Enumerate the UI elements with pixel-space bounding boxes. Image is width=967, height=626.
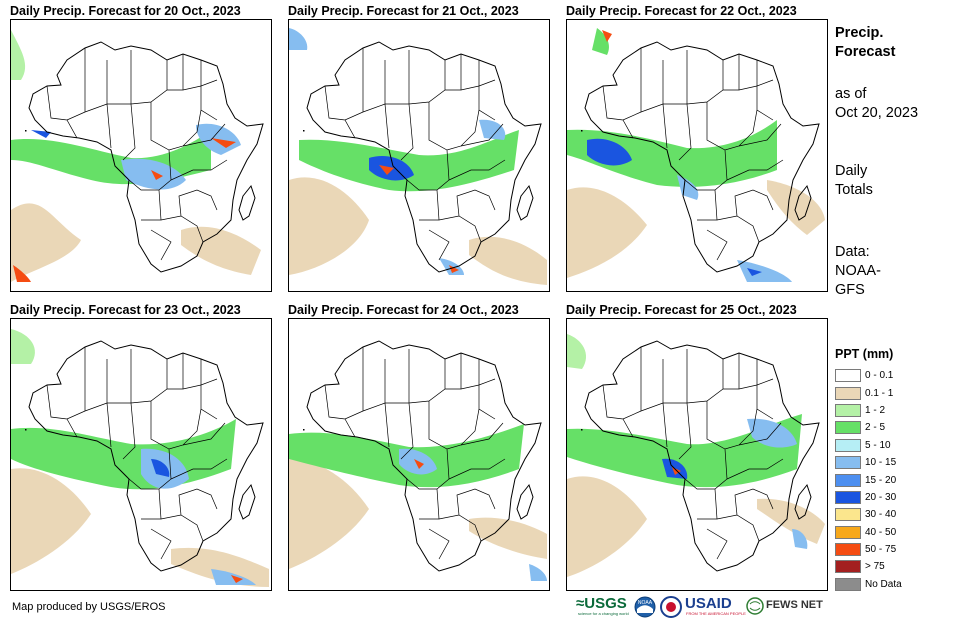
- panel-title: Daily Precip. Forecast for 25 Oct., 2023: [566, 303, 797, 317]
- legend-item: No Data: [835, 576, 930, 593]
- legend-swatch: [835, 525, 861, 539]
- legend-swatch: [835, 490, 861, 504]
- legend-item: 20 - 30: [835, 489, 930, 506]
- legend-swatch: [835, 421, 861, 435]
- legend-item: 5 - 10: [835, 437, 930, 454]
- data-line: NOAA-: [835, 263, 881, 279]
- usgs-logo: ≈USGS: [576, 595, 627, 612]
- legend-item: 0.1 - 1: [835, 384, 930, 401]
- legend-swatch: [835, 508, 861, 522]
- totals-line: Daily: [835, 163, 868, 179]
- legend-swatch: [835, 543, 861, 557]
- legend-item: 30 - 40: [835, 506, 930, 523]
- forecast-panel-25oct: Daily Precip. Forecast for 25 Oct., 2023: [566, 302, 828, 591]
- precip-map: [566, 19, 828, 292]
- legend-item: 50 - 75: [835, 541, 930, 558]
- forecast-panel-23oct: Daily Precip. Forecast for 23 Oct., 2023: [10, 302, 272, 591]
- precip-map: [10, 19, 272, 292]
- usgs-tagline: science for a changing world: [578, 611, 629, 616]
- legend-label: > 75: [865, 561, 885, 573]
- legend: PPT (mm) 0 - 0.1 0.1 - 1 1 - 2 2 - 5 5 - 10 1…: [835, 347, 930, 593]
- partner-logos: ≈USGS science for a changing world NOAA …: [576, 595, 826, 619]
- panel-title: Daily Precip. Forecast for 22 Oct., 2023: [566, 4, 797, 18]
- legend-swatch: [835, 438, 861, 452]
- precip-map: [10, 318, 272, 591]
- fewsnet-globe-icon: [746, 597, 764, 615]
- legend-swatch: [835, 473, 861, 487]
- legend-swatch: [835, 369, 861, 383]
- legend-label: 2 - 5: [865, 422, 886, 434]
- legend-item: 2 - 5: [835, 419, 930, 436]
- panel-title: Daily Precip. Forecast for 20 Oct., 2023: [10, 4, 241, 18]
- legend-label: 30 - 40: [865, 509, 897, 521]
- legend-item: 1 - 2: [835, 402, 930, 419]
- forecast-panel-22oct: Daily Precip. Forecast for 22 Oct., 2023: [566, 3, 828, 292]
- heading-line: Forecast: [835, 44, 896, 60]
- legend-label: 1 - 2: [865, 404, 886, 416]
- legend-label: 20 - 30: [865, 491, 897, 503]
- legend-item: > 75: [835, 558, 930, 575]
- forecast-panel-20oct: Daily Precip. Forecast for 20 Oct., 2023: [10, 3, 272, 292]
- sidebar-asof: as of Oct 20, 2023: [835, 85, 918, 123]
- legend-item: 0 - 0.1: [835, 367, 930, 384]
- legend-label: No Data: [865, 578, 902, 590]
- legend-swatch: [835, 560, 861, 574]
- panel-title: Daily Precip. Forecast for 23 Oct., 2023: [10, 303, 241, 317]
- usaid-seal-icon: [660, 596, 682, 618]
- data-line: Data:: [835, 244, 870, 260]
- sidebar-data-source: Data: NOAA- GFS: [835, 243, 881, 300]
- totals-line: Totals: [835, 182, 873, 198]
- legend-swatch: [835, 577, 861, 591]
- fewsnet-logo: FEWS NET: [766, 599, 823, 611]
- usaid-logo: USAID: [685, 595, 732, 612]
- forecast-panel-21oct: Daily Precip. Forecast for 21 Oct., 2023: [288, 3, 550, 292]
- legend-label: 0 - 0.1: [865, 370, 894, 382]
- legend-title: PPT (mm): [835, 347, 894, 361]
- panel-title: Daily Precip. Forecast for 24 Oct., 2023: [288, 303, 519, 317]
- legend-swatch: [835, 456, 861, 470]
- asof-line: as of: [835, 86, 867, 102]
- legend-item: 10 - 15: [835, 454, 930, 471]
- heading-line: Precip.: [835, 25, 884, 41]
- legend-label: 0.1 - 1: [865, 387, 894, 399]
- legend-item: 40 - 50: [835, 524, 930, 541]
- asof-date: Oct 20, 2023: [835, 105, 919, 121]
- credit-text: Map produced by USGS/EROS: [12, 601, 166, 613]
- legend-label: 10 - 15: [865, 457, 897, 469]
- legend-label: 50 - 75: [865, 544, 897, 556]
- sidebar-heading: Precip. Forecast: [835, 24, 895, 62]
- sidebar-totals: Daily Totals: [835, 162, 873, 200]
- legend-label: 5 - 10: [865, 439, 891, 451]
- legend-swatch: [835, 386, 861, 400]
- forecast-panel-24oct: Daily Precip. Forecast for 24 Oct., 2023: [288, 302, 550, 591]
- precip-map: [566, 318, 828, 591]
- legend-swatch: [835, 403, 861, 417]
- legend-item: 15 - 20: [835, 471, 930, 488]
- legend-label: 40 - 50: [865, 526, 897, 538]
- panel-title: Daily Precip. Forecast for 21 Oct., 2023: [288, 4, 519, 18]
- usaid-tagline: FROM THE AMERICAN PEOPLE: [686, 611, 746, 616]
- legend-label: 15 - 20: [865, 474, 897, 486]
- precip-map: [288, 19, 550, 292]
- noaa-text: NOAA: [638, 600, 653, 606]
- data-line: GFS: [835, 282, 865, 298]
- precip-map: [288, 318, 550, 591]
- noaa-logo-icon: NOAA: [634, 596, 656, 618]
